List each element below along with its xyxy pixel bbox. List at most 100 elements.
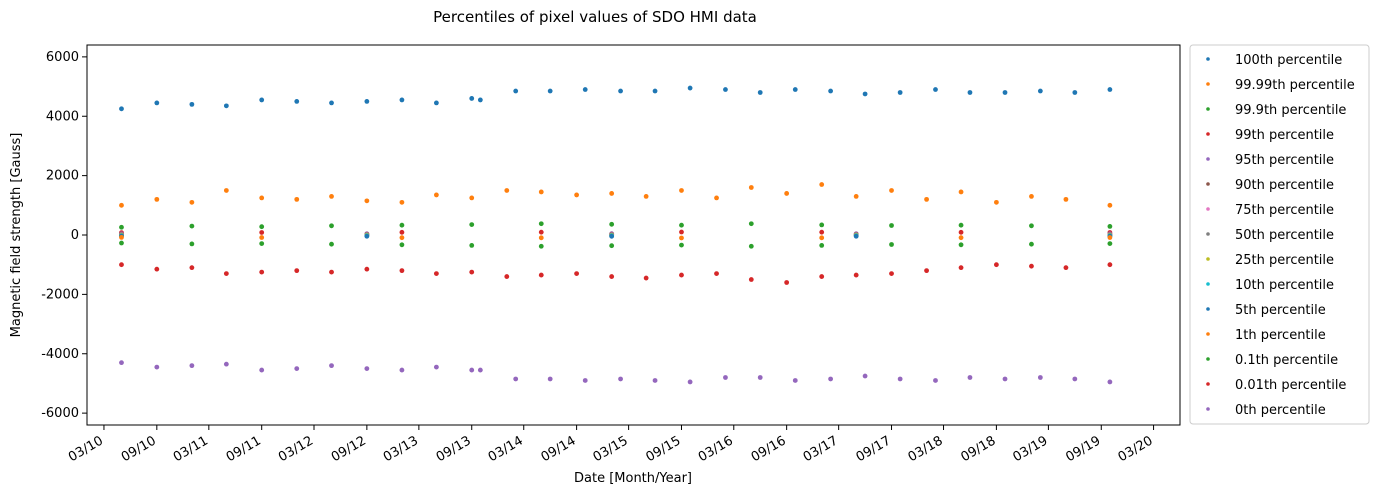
data-point <box>547 376 553 382</box>
data-point <box>652 88 658 94</box>
data-point <box>433 192 439 198</box>
data-point <box>259 195 265 201</box>
data-point <box>1002 376 1008 382</box>
x-tick-label: 09/11 <box>224 433 264 465</box>
data-point <box>329 363 334 369</box>
legend-marker <box>1206 307 1210 311</box>
data-point <box>958 265 964 271</box>
data-point <box>958 242 964 248</box>
x-tick-label: 09/15 <box>644 433 684 465</box>
data-point <box>477 367 483 373</box>
x-tick-label: 03/12 <box>276 433 316 465</box>
data-point <box>993 262 999 268</box>
data-point <box>609 243 615 249</box>
data-point <box>259 224 265 230</box>
data-point <box>862 373 868 379</box>
data-point <box>189 265 195 271</box>
legend-marker <box>1206 332 1210 336</box>
legend-entry: 50th percentile <box>1235 228 1334 243</box>
legend-entry: 90th percentile <box>1235 178 1334 193</box>
legend-entry: 10th percentile <box>1235 278 1334 293</box>
data-point <box>469 96 475 101</box>
legend-entry: 0.01th percentile <box>1235 378 1346 393</box>
y-tick-label: -4000 <box>41 347 79 362</box>
data-point <box>1029 263 1034 269</box>
data-point <box>853 233 859 239</box>
data-point <box>259 97 265 103</box>
data-point <box>329 223 334 229</box>
data-point <box>1072 376 1078 382</box>
data-point <box>889 242 894 247</box>
legend-entry: 99.9th percentile <box>1235 103 1346 118</box>
data-point <box>679 272 684 278</box>
data-point <box>294 268 300 274</box>
data-point <box>819 222 825 228</box>
data-point <box>714 195 719 201</box>
data-point <box>259 241 265 247</box>
data-point <box>819 235 825 241</box>
y-axis-label: Magnetic field strength [Gauss] <box>9 133 24 338</box>
x-tick-label: 03/19 <box>1010 433 1050 465</box>
data-point <box>399 229 405 235</box>
x-tick-label: 09/17 <box>854 433 894 465</box>
y-tick-label: 2000 <box>46 169 79 184</box>
x-tick-label: 03/17 <box>801 433 841 465</box>
data-point <box>399 268 405 274</box>
data-point <box>329 241 334 247</box>
data-point <box>294 196 300 202</box>
data-point <box>679 188 684 193</box>
data-point <box>189 223 195 229</box>
x-tick-label: 03/20 <box>1116 433 1156 465</box>
data-point <box>504 188 510 193</box>
x-tick-label: 03/16 <box>696 433 736 465</box>
data-point <box>967 90 973 95</box>
data-point <box>364 266 370 272</box>
legend-entry: 95th percentile <box>1235 153 1334 168</box>
data-point <box>538 243 544 249</box>
data-point <box>189 363 195 369</box>
data-point <box>399 242 405 248</box>
data-point <box>967 375 973 380</box>
data-point <box>329 269 334 275</box>
y-tick-label: 0 <box>71 228 79 243</box>
data-point <box>329 194 334 199</box>
data-point <box>784 280 790 285</box>
data-point <box>924 196 929 202</box>
data-point <box>618 376 623 382</box>
y-axis: -6000 -4000 -2000 0 2000 4000 6000 <box>41 50 87 421</box>
data-point <box>364 198 370 204</box>
legend-entry: 0th percentile <box>1235 403 1326 418</box>
data-point <box>399 235 405 241</box>
data-point <box>189 101 195 107</box>
data-point <box>609 233 615 239</box>
data-point <box>364 233 370 239</box>
data-point <box>547 88 553 94</box>
x-tick-label: 03/18 <box>906 433 946 465</box>
data-point <box>687 379 693 385</box>
data-point <box>853 272 859 278</box>
data-point <box>853 194 859 199</box>
legend-marker <box>1206 382 1210 386</box>
data-point <box>223 103 229 109</box>
data-point <box>828 376 834 382</box>
data-point <box>477 97 483 103</box>
data-point <box>119 262 124 268</box>
data-point <box>154 266 160 272</box>
data-point <box>259 269 265 275</box>
x-tick-label: 03/13 <box>381 433 421 465</box>
legend-marker <box>1206 157 1210 161</box>
data-point <box>1037 375 1043 380</box>
data-point <box>889 271 894 276</box>
y-tick-label: -2000 <box>41 287 79 302</box>
legend-entry: 25th percentile <box>1235 253 1334 268</box>
data-point <box>748 185 754 190</box>
data-point <box>897 90 903 95</box>
data-point <box>1107 241 1113 247</box>
x-tick-label: 03/15 <box>591 433 631 465</box>
data-point <box>958 235 964 241</box>
data-point <box>119 234 124 240</box>
data-point <box>154 364 160 370</box>
x-tick-label: 03/10 <box>66 433 106 465</box>
data-point <box>1107 379 1113 385</box>
